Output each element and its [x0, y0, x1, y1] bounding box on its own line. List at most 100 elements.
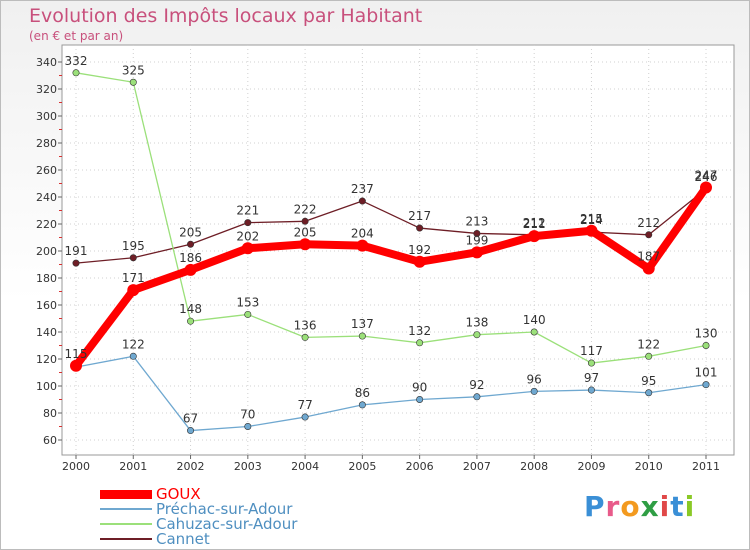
data-point-goux [356, 239, 369, 252]
data-label-prechac-sur-adour: 92 [469, 378, 484, 392]
data-point-prechac-sur-adour [645, 389, 653, 397]
data-label-prechac-sur-adour: 70 [240, 408, 255, 422]
data-point-cahuzac-sur-adour [702, 341, 710, 349]
y-tick-label: 180 [36, 272, 57, 285]
data-label-prechac-sur-adour: 90 [412, 381, 427, 395]
plot-area [61, 44, 735, 456]
data-label-cahuzac-sur-adour: 117 [580, 344, 603, 358]
data-label-prechac-sur-adour: 122 [122, 337, 145, 351]
data-point-prechac-sur-adour [416, 395, 424, 403]
x-tick-label: 2009 [577, 460, 605, 473]
x-tick-label: 2000 [62, 460, 90, 473]
logo-letter: i [659, 490, 671, 523]
data-label-cahuzac-sur-adour: 130 [695, 327, 718, 341]
x-tick-label: 2004 [291, 460, 319, 473]
data-point-cahuzac-sur-adour [473, 331, 481, 339]
legend-item-prechac: Préchac-sur-Adour [100, 501, 292, 517]
x-tick-label: 2010 [635, 460, 663, 473]
data-point-prechac-sur-adour [129, 352, 137, 360]
y-tick-label: 60 [43, 434, 57, 447]
data-point-prechac-sur-adour [358, 401, 366, 409]
y-tick-label: 120 [36, 353, 57, 366]
data-point-goux [299, 238, 312, 251]
data-label-cahuzac-sur-adour: 140 [523, 313, 546, 327]
data-label-goux: 247 [695, 169, 718, 183]
data-label-goux: 199 [465, 233, 488, 247]
data-point-goux [70, 359, 82, 372]
data-label-goux: 171 [122, 271, 145, 285]
data-label-cannet: 217 [408, 209, 431, 223]
y-tick-label: 80 [43, 407, 57, 420]
y-tick-label: 260 [36, 164, 57, 177]
legend-item-cannet: Cannet [100, 531, 210, 547]
legend-swatch-goux [100, 489, 152, 499]
y-tick-label: 320 [36, 83, 57, 96]
data-point-cannet [416, 224, 424, 232]
logo-letter: o [620, 490, 641, 523]
data-point-cahuzac-sur-adour [416, 339, 424, 347]
proxiti-logo: Proxiti [584, 490, 695, 523]
legend-label-cahuzac: Cahuzac-sur-Adour [156, 514, 298, 533]
y-tick-label: 220 [36, 218, 57, 231]
data-point-goux [413, 255, 426, 268]
data-label-cannet: 191 [65, 244, 88, 258]
y-tick-label: 300 [36, 110, 57, 123]
data-point-cahuzac-sur-adour [72, 69, 80, 77]
x-tick-label: 2002 [177, 460, 205, 473]
data-point-cahuzac-sur-adour [301, 333, 309, 341]
data-point-cahuzac-sur-adour [244, 310, 252, 318]
legend-item-cahuzac: Cahuzac-sur-Adour [100, 516, 297, 532]
x-tick-label: 2007 [463, 460, 491, 473]
data-label-prechac-sur-adour: 77 [297, 398, 312, 412]
data-label-cannet: 214 [580, 213, 603, 227]
legend-swatch-cannet [100, 538, 152, 540]
data-point-cahuzac-sur-adour [530, 328, 538, 336]
legend-swatch-cahuzac [100, 523, 152, 525]
data-point-goux [470, 246, 483, 259]
data-point-cannet [358, 197, 366, 205]
data-label-goux: 115 [65, 347, 88, 361]
data-label-goux: 202 [236, 229, 259, 243]
legend-label-prechac: Préchac-sur-Adour [156, 499, 293, 518]
data-label-cahuzac-sur-adour: 153 [236, 295, 259, 309]
data-point-cannet [187, 240, 195, 248]
data-label-prechac-sur-adour: 97 [584, 371, 599, 385]
data-point-cahuzac-sur-adour [358, 332, 366, 340]
data-label-cannet: 222 [294, 202, 317, 216]
data-label-cahuzac-sur-adour: 137 [351, 317, 374, 331]
data-point-cahuzac-sur-adour [187, 317, 195, 325]
data-label-cannet: 246 [695, 170, 718, 184]
data-label-goux: 187 [637, 250, 660, 264]
y-tick-label: 140 [36, 326, 57, 339]
logo-letter: i [684, 490, 696, 523]
data-label-cahuzac-sur-adour: 148 [179, 302, 202, 316]
data-point-cannet [244, 219, 252, 227]
data-label-goux: 204 [351, 227, 374, 241]
legend-swatch-prechac [100, 508, 152, 510]
logo-letter: t [670, 490, 685, 523]
data-point-cahuzac-sur-adour [587, 359, 595, 367]
data-point-cahuzac-sur-adour [645, 352, 653, 360]
x-tick-label: 2006 [406, 460, 434, 473]
chart-subtitle: (en € et par an) [29, 29, 124, 43]
data-label-cannet: 221 [236, 204, 259, 218]
x-tick-label: 2011 [692, 460, 720, 473]
data-point-goux [184, 263, 197, 276]
data-label-cahuzac-sur-adour: 132 [408, 324, 431, 338]
data-label-cannet: 213 [465, 214, 488, 228]
x-tick-label: 2001 [119, 460, 147, 473]
logo-letter: x [640, 490, 660, 523]
data-label-goux: 215 [580, 212, 603, 226]
data-point-cannet [301, 217, 309, 225]
data-point-goux [241, 242, 254, 255]
data-point-prechac-sur-adour [301, 413, 309, 421]
data-label-cannet: 195 [122, 239, 145, 253]
x-tick-label: 2003 [234, 460, 262, 473]
y-tick-label: 160 [36, 299, 57, 312]
y-tick-label: 200 [36, 245, 57, 258]
data-point-cannet [645, 231, 653, 239]
data-point-goux [127, 284, 140, 297]
data-label-cannet: 212 [523, 216, 546, 230]
legend-item-goux: GOUX [100, 486, 201, 502]
data-point-prechac-sur-adour [587, 386, 595, 394]
